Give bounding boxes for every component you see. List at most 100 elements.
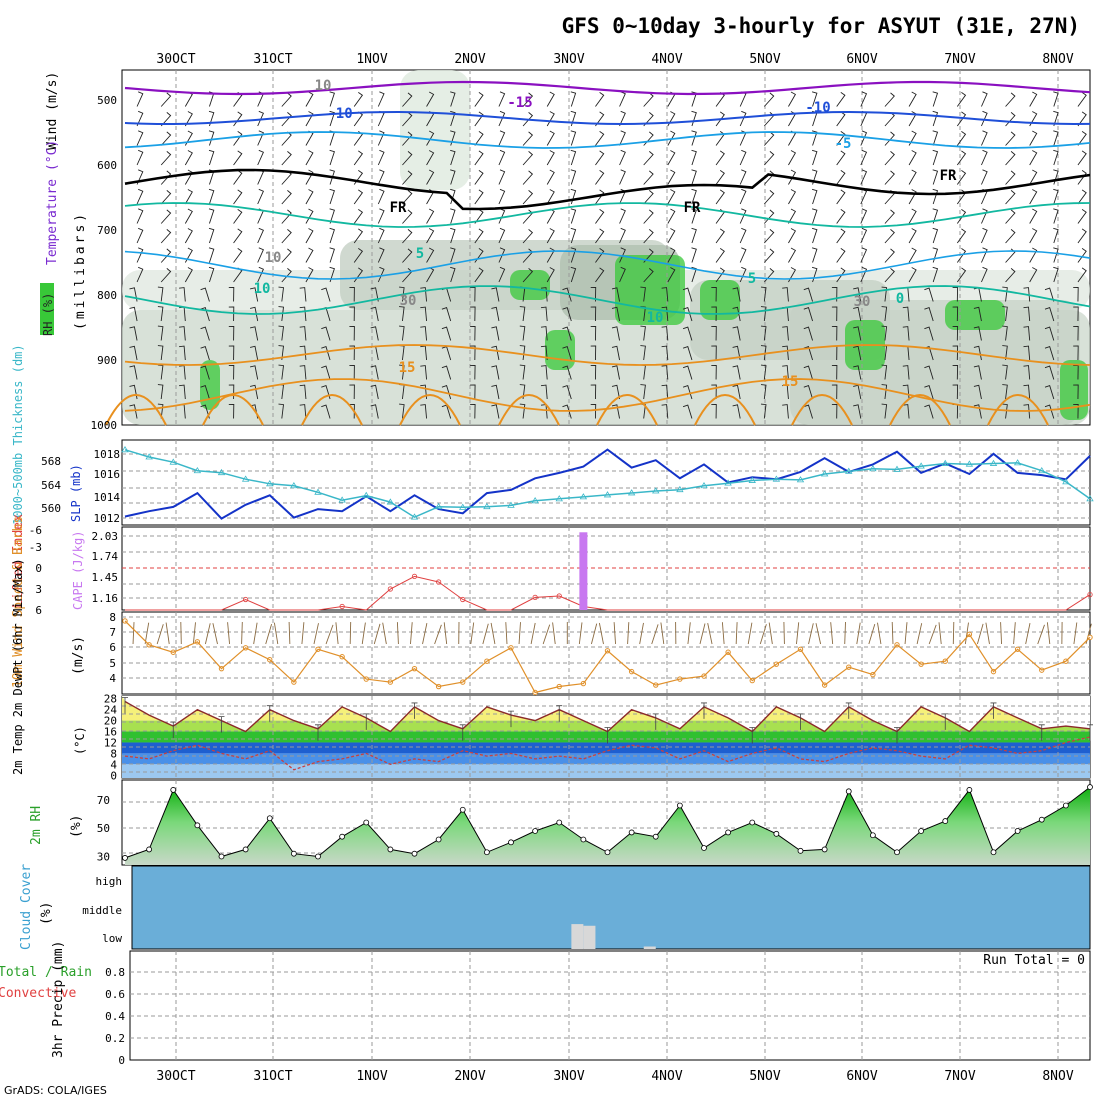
wind-barb xyxy=(570,130,577,146)
wind-barb xyxy=(782,365,789,380)
lifted-index-point xyxy=(1087,591,1093,598)
y-tick-label: 7 xyxy=(109,626,116,639)
wind10-barb xyxy=(759,624,767,645)
wind-barb xyxy=(570,208,577,224)
wind-barb xyxy=(932,208,939,224)
rh2m-point xyxy=(628,829,635,836)
wind-barb xyxy=(1005,209,1016,224)
contour-label: 15 xyxy=(399,360,416,376)
wind-barb xyxy=(299,306,307,322)
wind-barb xyxy=(474,209,484,224)
y-tick-label: 0.8 xyxy=(105,966,125,979)
wind10-barb xyxy=(288,621,291,645)
wind-barb xyxy=(932,130,939,146)
wind-barb xyxy=(305,189,314,205)
date-label-bottom: 4NOV xyxy=(651,1069,682,1084)
wind-barb xyxy=(739,208,747,224)
wind-barb xyxy=(661,287,669,302)
rh2m-point xyxy=(749,819,756,826)
wind-barb xyxy=(570,247,577,263)
wind-barb xyxy=(595,111,605,127)
wind-barb xyxy=(450,266,456,283)
wind-barb xyxy=(643,112,654,127)
slp-thickness-panel: 568 564 560 1018 1016 1014 1012 1000~500mb Thi… xyxy=(11,344,1094,526)
wind-barb xyxy=(353,189,364,205)
contour-label: 30 xyxy=(400,293,417,309)
y-tick-label: 20 xyxy=(104,715,117,728)
temp-minmax-bar xyxy=(894,727,900,744)
slp-gridlines xyxy=(122,440,1090,525)
date-label-top: 7NOV xyxy=(944,52,975,67)
wind-barb xyxy=(522,151,534,166)
y-tick-label: 568 xyxy=(41,455,61,468)
wind-barb xyxy=(739,227,747,244)
date-label-top: 31OCT xyxy=(253,52,292,67)
cape-ticks: -6 -3 0 3 6 2.03 1.74 1.45 1.16 xyxy=(29,524,119,617)
ylabel-precip: 3hr Precip (mm) xyxy=(51,941,66,1058)
ylabel-total-rain: Total / Rain xyxy=(0,965,92,980)
wind-barb xyxy=(1073,326,1079,341)
contour-label: FR xyxy=(390,200,407,216)
wind-barb xyxy=(370,365,379,380)
rh2m-point xyxy=(580,836,587,843)
wind-barb xyxy=(956,170,967,185)
wind-barb xyxy=(329,227,335,244)
wind-barb xyxy=(1023,345,1031,361)
wind-barb xyxy=(836,150,846,166)
wind-barb xyxy=(667,208,676,224)
wind-barb xyxy=(299,326,307,341)
wind-barb xyxy=(200,385,210,400)
slp-ticks: 568 564 560 1018 1016 1014 1012 xyxy=(41,448,120,525)
wind-barb xyxy=(924,326,934,341)
wind-barb xyxy=(1005,248,1016,263)
date-label-bottom: 6NOV xyxy=(846,1069,877,1084)
wind-barb xyxy=(760,364,767,380)
wind-barb xyxy=(788,228,797,244)
wind-barb xyxy=(760,325,767,341)
y-tick-label: 1014 xyxy=(94,491,121,504)
wind-barb xyxy=(836,170,846,185)
wind-barb xyxy=(884,151,895,166)
wind-barb xyxy=(299,384,307,400)
wind-barb xyxy=(470,326,476,341)
wind-barb xyxy=(803,287,813,302)
y-tick-label: 0.2 xyxy=(105,1032,125,1045)
wind10-barb xyxy=(1037,624,1045,645)
wind-barb xyxy=(305,169,314,185)
wind-barb xyxy=(299,345,307,361)
wind10-barb xyxy=(1013,622,1016,645)
wind10-barb xyxy=(422,623,428,645)
wind-barb xyxy=(1073,345,1079,361)
wind10-barb xyxy=(699,623,706,645)
wind-barb xyxy=(377,169,385,185)
wind-barb xyxy=(611,287,621,302)
wind-barb xyxy=(321,287,331,302)
wind10-barb xyxy=(132,622,135,645)
wind10-barb xyxy=(253,622,258,645)
wind10-barb xyxy=(396,622,399,645)
y-tick-label: 70 xyxy=(97,794,110,807)
wind-barb xyxy=(349,404,355,419)
wind-barb xyxy=(619,149,626,166)
wind-barb xyxy=(667,169,676,185)
wind-barb xyxy=(562,346,572,361)
date-label-bottom: 31OCT xyxy=(253,1069,292,1084)
wind-barb xyxy=(1053,188,1059,205)
wind-barb xyxy=(1002,345,1008,361)
contour-label: -15 xyxy=(507,95,532,111)
wind-barb xyxy=(836,267,846,283)
ylabel-cloud: Cloud Cover xyxy=(19,864,34,950)
wind-barb xyxy=(860,208,868,224)
wind-barb xyxy=(590,365,597,380)
wind-barb xyxy=(924,287,934,302)
wind-barb xyxy=(519,306,526,322)
contour-label: 5 xyxy=(748,271,756,287)
wind-barb xyxy=(278,403,285,419)
wind-barb xyxy=(160,248,172,263)
wind-barb xyxy=(136,266,144,283)
wind-barb xyxy=(257,266,264,283)
rh2m-area xyxy=(125,787,1090,865)
wind-barb xyxy=(136,227,144,244)
wind10-barb xyxy=(241,621,243,645)
